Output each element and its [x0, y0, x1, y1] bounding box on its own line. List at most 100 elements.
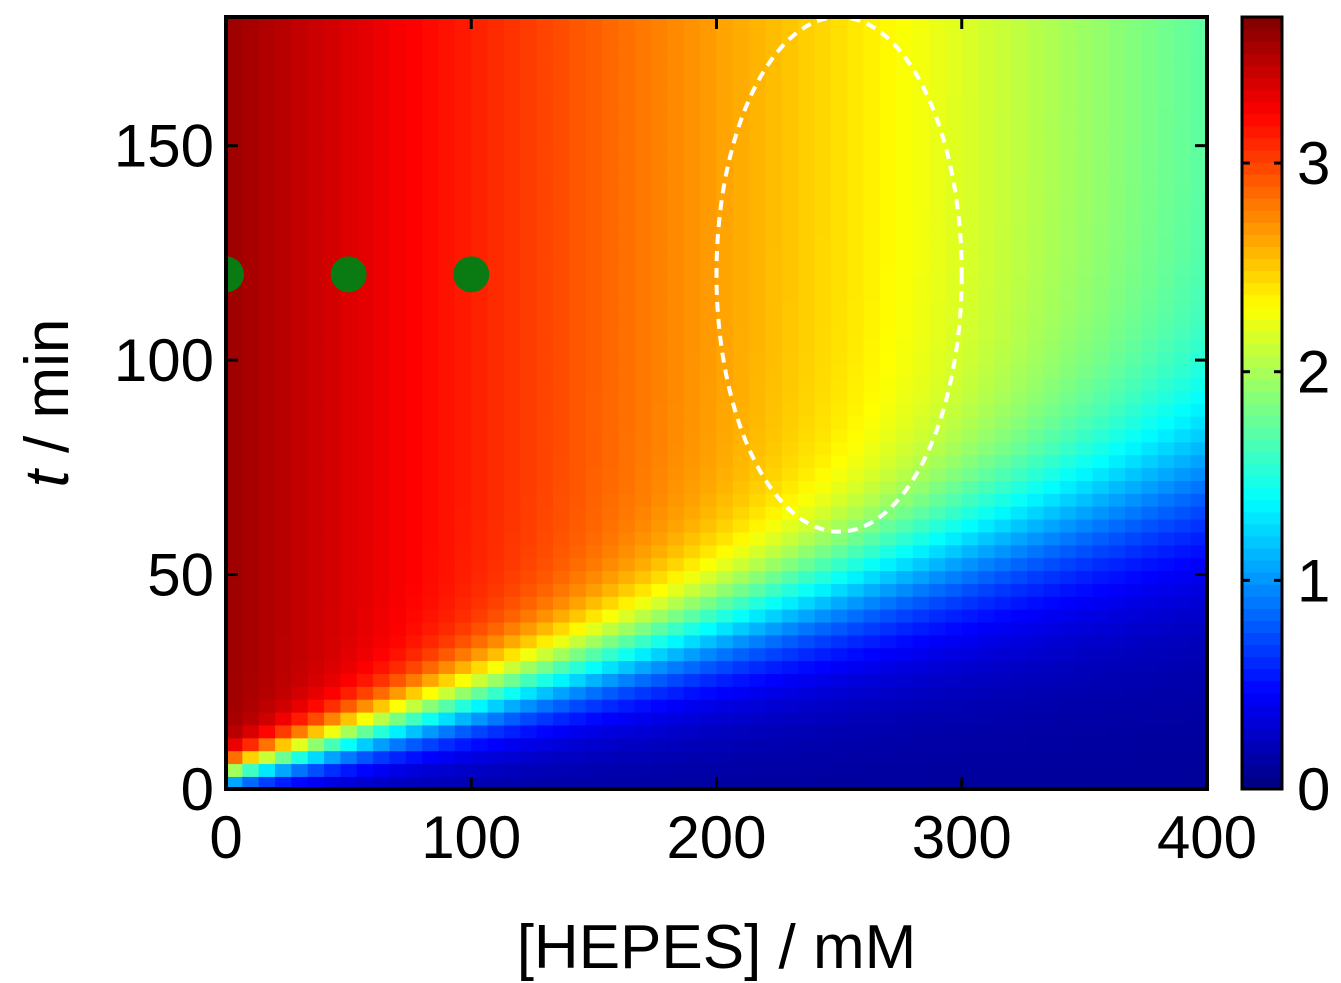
heatmap-cell: [1010, 94, 1028, 108]
heatmap-cell: [1190, 415, 1207, 430]
heatmap-cell: [945, 351, 963, 366]
heatmap-cell: [471, 158, 489, 173]
heatmap-cell: [749, 505, 767, 520]
heatmap-cell: [961, 81, 979, 95]
heatmap-cell: [765, 81, 783, 95]
heatmap-cell: [1141, 287, 1159, 301]
heatmap-cell: [503, 351, 522, 366]
heatmap-cell: [1092, 377, 1110, 391]
heatmap-cell: [405, 583, 423, 597]
heatmap-cell: [389, 287, 407, 301]
heatmap-cell: [553, 428, 571, 443]
heatmap-cell: [667, 107, 685, 121]
heatmap-cell: [324, 493, 342, 507]
heatmap-cell: [1043, 711, 1061, 726]
heatmap-cell: [226, 158, 244, 173]
heatmap-cell: [454, 634, 473, 649]
heatmap-cell: [503, 184, 522, 198]
heatmap-cell: [324, 94, 342, 108]
heatmap-cell: [618, 29, 636, 44]
heatmap-cell: [324, 711, 342, 726]
heatmap-cell: [487, 235, 505, 250]
heatmap-cell: [765, 377, 783, 391]
heatmap-cell: [602, 544, 620, 559]
heatmap-cell: [373, 29, 391, 44]
heatmap-cell: [1190, 287, 1207, 301]
heatmap-cell: [275, 621, 293, 636]
heatmap-cell: [1059, 518, 1077, 533]
colorbar-segment: [1242, 246, 1282, 260]
heatmap-cell: [1125, 583, 1143, 597]
heatmap-cell: [716, 403, 734, 417]
heatmap-cell: [1108, 698, 1127, 713]
heatmap-cell: [373, 518, 391, 533]
heatmap-cell: [324, 776, 342, 789]
heatmap-cell: [1125, 608, 1143, 623]
heatmap-cell: [258, 222, 276, 237]
heatmap-cell: [242, 544, 260, 559]
heatmap-cell: [405, 42, 423, 57]
heatmap-cell: [814, 94, 832, 108]
heatmap-cell: [553, 94, 571, 108]
heatmap-cell: [1010, 531, 1028, 546]
heatmap-cell: [1157, 364, 1176, 379]
heatmap-cell: [978, 724, 996, 739]
heatmap-cell: [356, 428, 374, 443]
heatmap-cell: [471, 557, 489, 572]
heatmap-cell: [405, 634, 423, 649]
heatmap-cell: [880, 686, 898, 700]
heatmap-cell: [634, 351, 652, 366]
heatmap-cell: [438, 467, 456, 481]
heatmap-cell: [307, 158, 325, 173]
heatmap-cell: [487, 518, 505, 533]
heatmap-cell: [275, 557, 293, 572]
heatmap-cell: [1010, 505, 1028, 520]
heatmap-cell: [929, 377, 947, 391]
heatmap-cell: [863, 403, 881, 417]
heatmap-cell: [324, 55, 342, 70]
heatmap-cell: [585, 300, 603, 314]
heatmap-cell: [569, 698, 587, 713]
heatmap-cell: [602, 711, 620, 726]
heatmap-cell: [765, 737, 783, 752]
heatmap-cell: [618, 261, 636, 276]
heatmap-cell: [553, 145, 571, 160]
heatmap-cell: [536, 403, 554, 417]
heatmap-cell: [242, 415, 260, 430]
heatmap-cell: [553, 274, 571, 288]
heatmap-cell: [602, 68, 620, 83]
heatmap-cell: [471, 68, 489, 83]
heatmap-cell: [1059, 145, 1077, 160]
heatmap-cell: [1190, 763, 1207, 777]
heatmap-cell: [275, 596, 293, 610]
heatmap-cell: [1043, 776, 1061, 789]
heatmap-cell: [438, 544, 456, 559]
heatmap-cell: [929, 750, 947, 765]
heatmap-cell: [700, 55, 718, 70]
heatmap-cell: [1027, 415, 1045, 430]
heatmap-cell: [438, 68, 456, 83]
heatmap-cell: [830, 415, 849, 430]
heatmap-cell: [700, 493, 718, 507]
heatmap-cell: [569, 42, 587, 57]
heatmap-cell: [847, 287, 865, 301]
heatmap-cell: [585, 750, 603, 765]
heatmap-cell: [356, 300, 374, 314]
heatmap-cell: [1108, 235, 1127, 250]
heatmap-cell: [389, 480, 407, 494]
heatmap-cell: [422, 505, 440, 520]
heatmap-cell: [683, 107, 701, 121]
heatmap-cell: [1157, 428, 1176, 443]
heatmap-cell: [340, 531, 358, 546]
heatmap-cell: [896, 119, 914, 134]
colorbar-segment: [1242, 89, 1282, 103]
heatmap-cell: [814, 570, 832, 584]
heatmap-cell: [307, 480, 325, 494]
heatmap-cell: [389, 621, 407, 636]
heatmap-cell: [1010, 698, 1028, 713]
heatmap-cell: [553, 81, 571, 95]
heatmap-cell: [536, 737, 554, 752]
heatmap-cell: [1157, 737, 1176, 752]
heatmap-cell: [340, 505, 358, 520]
heatmap-cell: [553, 287, 571, 301]
